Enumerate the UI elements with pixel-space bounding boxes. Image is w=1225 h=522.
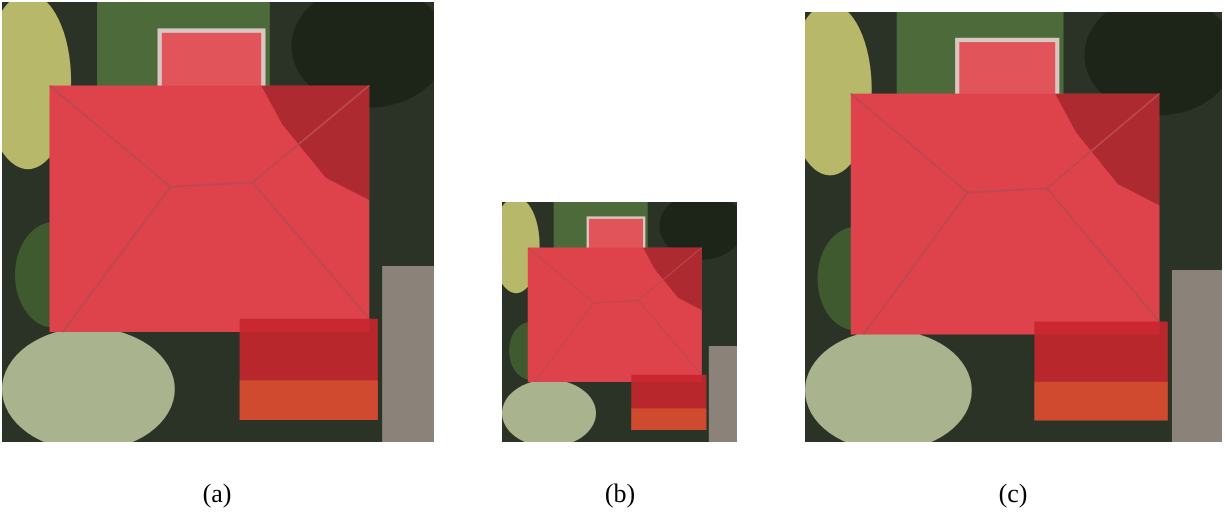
- panel-image: [493, 192, 744, 446]
- panel-caption: (c): [999, 479, 1028, 508]
- figure: (a) (b) (c): [0, 0, 1225, 522]
- panel-caption: (a): [203, 479, 232, 508]
- panel-image: [0, 0, 447, 451]
- panel-image: [788, 0, 1225, 451]
- panel-caption: (b): [605, 479, 635, 508]
